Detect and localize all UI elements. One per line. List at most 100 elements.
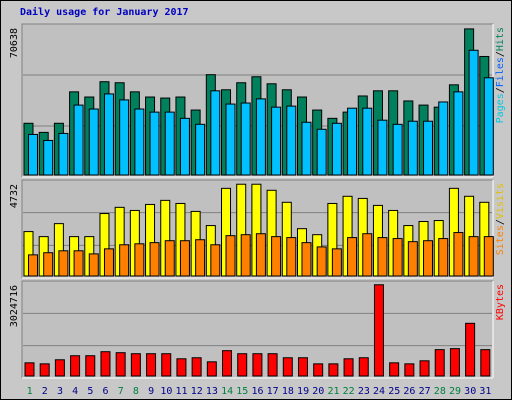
bar xyxy=(483,77,494,176)
x-tick-label: 23 xyxy=(358,386,370,397)
x-tick-label: 26 xyxy=(403,386,415,397)
x-tick-label: 22 xyxy=(343,386,355,397)
bar xyxy=(343,358,354,377)
bar xyxy=(73,104,84,176)
bar xyxy=(373,284,384,377)
bar xyxy=(176,358,187,377)
bar xyxy=(161,353,172,377)
bar xyxy=(297,357,308,377)
x-tick-label: 2 xyxy=(42,386,48,397)
bar xyxy=(24,362,35,377)
x-tick-label: 20 xyxy=(312,386,324,397)
x-tick-label: 1 xyxy=(27,386,33,397)
bar xyxy=(103,93,114,176)
bar xyxy=(103,248,114,277)
bar xyxy=(449,348,460,377)
bar xyxy=(73,250,84,277)
legend: Sites/Visits xyxy=(495,183,506,255)
x-tick-label: 17 xyxy=(267,386,279,397)
bar xyxy=(195,239,206,277)
bar xyxy=(465,322,476,377)
x-tick-label: 28 xyxy=(434,386,446,397)
x-tick-label: 24 xyxy=(373,386,385,397)
x-tick-label: 10 xyxy=(160,386,172,397)
bar xyxy=(130,353,141,377)
legend-entry: KBytes xyxy=(495,284,506,320)
bar xyxy=(483,236,494,277)
bar xyxy=(389,362,400,377)
bar xyxy=(164,111,175,176)
bar xyxy=(88,108,99,176)
x-tick-label: 16 xyxy=(251,386,263,397)
y-max-label: 70638 xyxy=(9,28,20,58)
bar xyxy=(43,252,54,277)
bar xyxy=(210,244,221,277)
bar xyxy=(115,352,126,377)
bar xyxy=(58,250,69,277)
x-tick-label: 11 xyxy=(176,386,188,397)
bar xyxy=(434,349,445,377)
x-tick-label: 3 xyxy=(57,386,63,397)
x-tick-label: 29 xyxy=(449,386,461,397)
legend-entry: Visits xyxy=(495,183,506,219)
bar xyxy=(419,360,430,377)
bar xyxy=(392,238,403,277)
bar xyxy=(28,133,38,176)
legend-entry: Sites xyxy=(495,225,506,255)
bar xyxy=(237,353,248,377)
legend: Pages/Files/Hits xyxy=(495,27,506,123)
bar xyxy=(252,353,263,377)
bar xyxy=(286,105,297,176)
bar xyxy=(119,99,130,176)
bar xyxy=(225,235,236,277)
bar xyxy=(85,355,96,377)
x-tick-label: 27 xyxy=(419,386,431,397)
bar xyxy=(316,246,327,277)
bar xyxy=(206,361,217,377)
bar xyxy=(301,242,312,277)
x-tick-label: 13 xyxy=(206,386,218,397)
bar xyxy=(146,353,157,377)
legend-entry: Pages xyxy=(495,93,506,123)
x-tick-label: 9 xyxy=(148,386,154,397)
legend-separator: / xyxy=(495,219,506,225)
x-tick-label: 25 xyxy=(388,386,400,397)
x-tick-label: 15 xyxy=(236,386,248,397)
bar xyxy=(54,359,65,377)
x-tick-label: 7 xyxy=(118,386,124,397)
y-max-label: 4732 xyxy=(9,184,20,208)
bar xyxy=(267,353,278,377)
bar xyxy=(271,106,282,176)
legend-separator: / xyxy=(495,51,506,57)
bar xyxy=(377,237,388,277)
bar xyxy=(438,101,449,176)
bar xyxy=(423,240,434,277)
legend-entry: Files xyxy=(495,57,506,87)
x-tick-label: 8 xyxy=(133,386,139,397)
bar xyxy=(70,355,81,377)
bar xyxy=(271,236,282,277)
x-tick-label: 5 xyxy=(87,386,93,397)
bar xyxy=(407,120,418,176)
bar xyxy=(316,128,327,176)
bar xyxy=(191,357,202,377)
bar xyxy=(149,111,160,176)
bar xyxy=(313,363,324,377)
bar xyxy=(240,102,251,176)
bar xyxy=(347,237,358,277)
bar xyxy=(134,243,145,277)
bar xyxy=(255,233,266,277)
bar xyxy=(362,233,373,277)
bar xyxy=(286,237,297,277)
x-tick-label: 4 xyxy=(72,386,78,397)
bar xyxy=(358,357,369,377)
x-tick-label: 18 xyxy=(282,386,294,397)
bar xyxy=(39,363,50,377)
bar xyxy=(28,254,38,277)
chart-title: Daily usage for January 2017 xyxy=(20,6,189,18)
bar xyxy=(468,49,479,176)
bar xyxy=(43,139,54,176)
legend-entry: Hits xyxy=(495,27,506,51)
